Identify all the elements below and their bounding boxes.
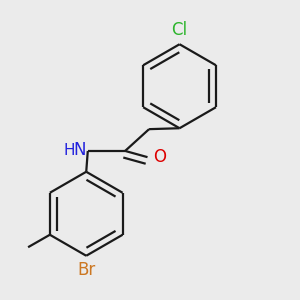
- Text: Br: Br: [77, 261, 95, 279]
- Text: H: H: [63, 143, 75, 158]
- Text: O: O: [153, 148, 166, 166]
- Text: Cl: Cl: [172, 21, 188, 39]
- Text: N: N: [74, 141, 86, 159]
